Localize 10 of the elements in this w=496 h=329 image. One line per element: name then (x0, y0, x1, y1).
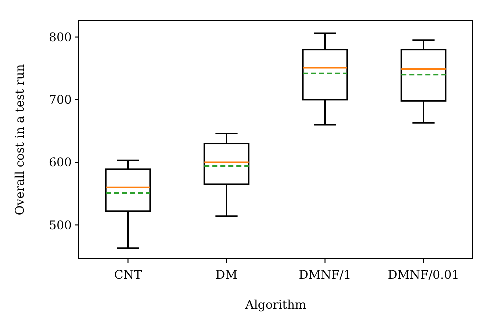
y-tick-label: 700 (49, 93, 72, 108)
x-tick-label: DMNF/1 (299, 268, 352, 282)
x-axis-title: Algorithm (244, 298, 308, 312)
x-tick-label: CNT (114, 268, 142, 282)
y-axis-title: Overall cost in a test run (13, 64, 27, 216)
x-tick-label: DM (216, 268, 238, 282)
y-tick-label: 600 (49, 156, 72, 170)
x-tick-label: DMNF/0.01 (388, 268, 460, 282)
y-tick-label: 500 (49, 218, 72, 232)
y-tick-label: 800 (49, 30, 72, 44)
